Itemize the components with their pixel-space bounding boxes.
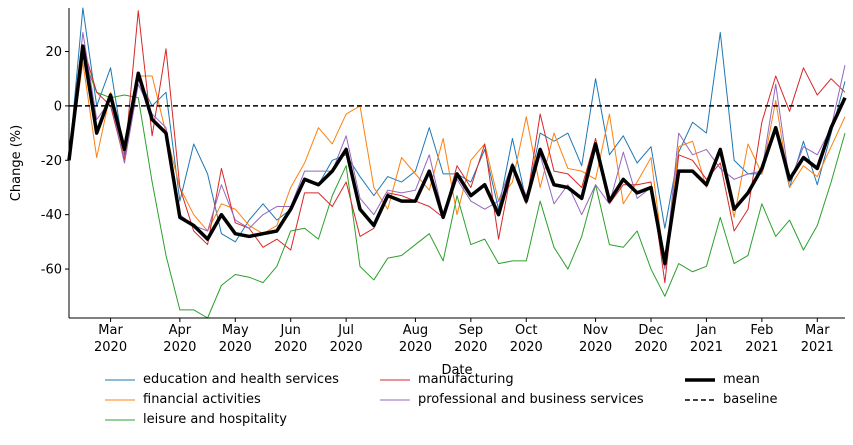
x-tick-label: Sep 2020 (454, 323, 488, 355)
line-series (68, 61, 846, 267)
x-tick-label: May 2020 (218, 323, 252, 355)
legend-entry: financial activities (105, 392, 261, 407)
legend-label: education and health services (143, 372, 339, 387)
y-tick-label: 0 (54, 99, 62, 114)
x-tick-label: Jan 2021 (689, 323, 723, 355)
legend-label: manufacturing (418, 372, 514, 387)
legend-entry: leisure and hospitality (105, 412, 287, 427)
y-tick-label: -40 (41, 208, 62, 223)
x-tick-label: Jun 2020 (274, 323, 308, 355)
legend-label: professional and business services (418, 392, 644, 407)
legend-swatch (105, 399, 135, 400)
legend-swatch (380, 379, 410, 380)
x-tick-label: Feb 2021 (745, 323, 779, 355)
y-tick-label: -20 (41, 154, 62, 169)
x-tick-label: Apr 2020 (163, 323, 197, 355)
x-tick-label: Nov 2020 (579, 323, 613, 355)
legend-swatch (685, 377, 715, 382)
x-tick-label: Aug 2020 (398, 323, 432, 355)
y-tick-label: 20 (45, 45, 62, 60)
legend-swatch (685, 398, 715, 401)
x-tick-label: Oct 2020 (509, 323, 543, 355)
legend-label: mean (723, 372, 760, 387)
y-axis-label: Change (%) (9, 125, 24, 201)
legend-swatch (380, 399, 410, 400)
legend-swatch (105, 419, 135, 420)
legend-entry: professional and business services (380, 392, 644, 407)
legend-entry: manufacturing (380, 372, 514, 387)
legend-swatch (105, 379, 135, 380)
legend-entry: baseline (685, 392, 777, 407)
legend-entry: mean (685, 372, 760, 387)
line-series (68, 31, 846, 270)
legend-entry: education and health services (105, 372, 339, 387)
legend-label: leisure and hospitality (143, 412, 287, 427)
x-tick-label: Dec 2020 (634, 323, 668, 355)
legend-label: baseline (723, 392, 778, 407)
x-axis-label: Date (441, 363, 472, 378)
y-tick-label: -60 (41, 263, 62, 278)
legend-label: financial activities (143, 392, 261, 407)
x-tick-label: Mar 2021 (800, 323, 834, 355)
line-series (68, 7, 846, 243)
x-tick-label: Jul 2020 (329, 323, 363, 355)
x-tick-label: Mar 2020 (94, 323, 128, 355)
line-series (68, 10, 846, 284)
line-series (67, 44, 847, 266)
line-series (68, 56, 846, 319)
